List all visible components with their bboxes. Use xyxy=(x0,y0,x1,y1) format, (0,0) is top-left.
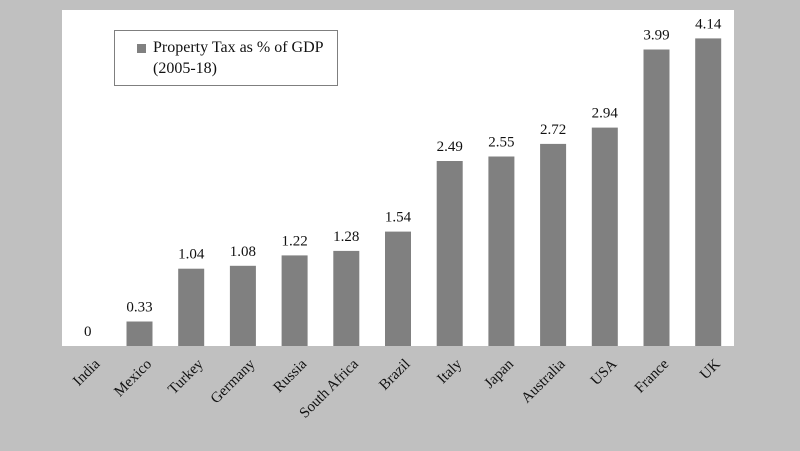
data-label: 4.14 xyxy=(695,16,722,32)
bar-france xyxy=(643,49,670,346)
category-label: Turkey xyxy=(165,356,207,398)
bar-south-africa xyxy=(333,250,360,346)
bar-uk xyxy=(695,38,722,347)
bar-brazil xyxy=(385,231,411,346)
bar-turkey xyxy=(178,268,205,346)
data-label: 1.08 xyxy=(230,244,256,260)
data-label: 1.22 xyxy=(281,233,307,249)
data-label: 0 xyxy=(84,324,92,340)
category-label: Russia xyxy=(271,356,311,396)
category-label: France xyxy=(632,356,672,396)
data-label: 3.99 xyxy=(643,28,669,44)
category-label: Australia xyxy=(519,356,569,406)
bar-japan xyxy=(488,156,515,346)
data-label: 1.54 xyxy=(385,210,412,226)
data-label: 2.55 xyxy=(488,135,514,151)
bar-russia xyxy=(281,255,308,346)
category-label: Italy xyxy=(435,356,466,387)
data-label: 2.94 xyxy=(592,106,619,122)
bar-germany xyxy=(229,265,256,346)
legend: Property Tax as % of GDP (2005-18) xyxy=(114,30,338,86)
data-label: 1.28 xyxy=(333,229,359,245)
category-label: Germany xyxy=(208,356,259,407)
bars-group xyxy=(126,38,722,347)
legend-swatch xyxy=(137,44,146,53)
data-label: 1.04 xyxy=(178,247,205,263)
category-label: UK xyxy=(697,356,724,383)
category-label: USA xyxy=(588,356,621,389)
category-label: Japan xyxy=(482,356,518,392)
data-label: 2.72 xyxy=(540,122,566,138)
bar-italy xyxy=(436,161,463,346)
data-label: 0.33 xyxy=(126,300,152,316)
data-labels-group: 0 0.33 1.04 1.08 1.22 1.28 1.54 2.49 2.55 2.72 2.9… xyxy=(84,16,722,340)
bar-australia xyxy=(540,143,567,346)
category-label: India xyxy=(70,356,103,389)
category-label: Brazil xyxy=(376,356,413,393)
bar-usa xyxy=(591,127,618,346)
category-label: Mexico xyxy=(111,356,155,400)
data-label: 2.49 xyxy=(437,139,463,155)
bar-mexico xyxy=(126,321,153,346)
legend-label: Property Tax as % of GDP (2005-18) xyxy=(153,39,323,77)
